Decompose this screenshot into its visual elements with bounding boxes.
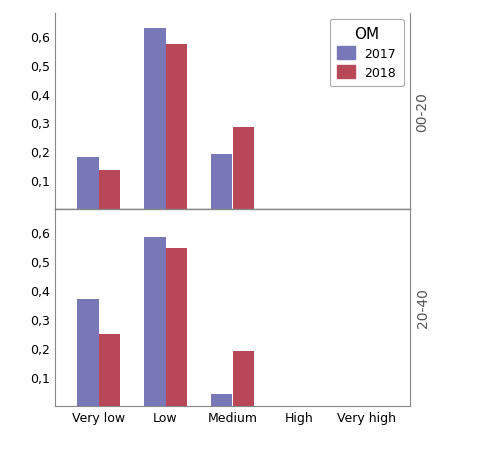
- Bar: [211, 394, 233, 406]
- Bar: [144, 237, 166, 406]
- Bar: [211, 155, 233, 210]
- Bar: [166, 45, 187, 210]
- Text: 20-40: 20-40: [416, 288, 430, 328]
- Bar: [77, 299, 98, 406]
- Bar: [144, 29, 166, 210]
- Bar: [98, 334, 120, 406]
- Bar: [98, 171, 120, 210]
- Bar: [166, 249, 187, 406]
- Bar: [77, 158, 98, 210]
- Bar: [232, 128, 254, 210]
- Bar: [232, 351, 254, 406]
- Text: 00-20: 00-20: [416, 92, 430, 132]
- Legend: 2017, 2018: 2017, 2018: [330, 20, 404, 87]
